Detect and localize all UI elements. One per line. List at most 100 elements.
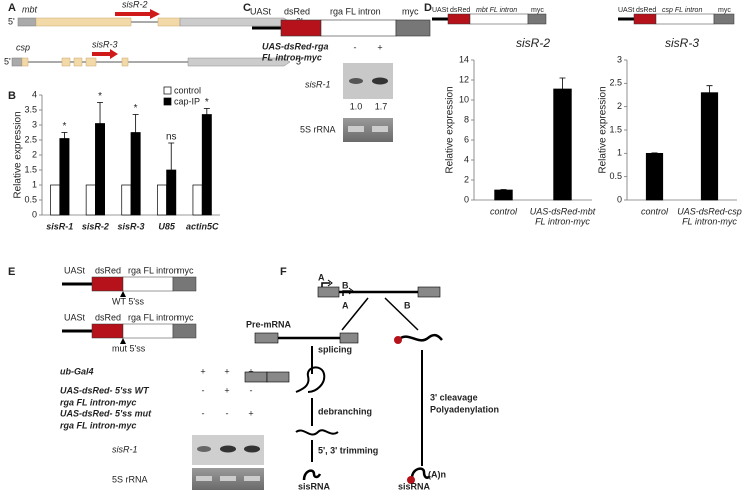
x-tick-label: U85 (158, 221, 176, 231)
annotation: * (98, 91, 102, 102)
error-bar (500, 189, 507, 191)
construct-label: UAS-dsRed-rga (262, 41, 329, 51)
bar (553, 88, 572, 201)
legend-label: control (174, 85, 201, 95)
product: sisRNA (298, 481, 331, 491)
y-axis-label: Relative expression (13, 111, 24, 198)
quantification: 1.0 (350, 101, 363, 111)
x-tick-label: UAS-dsRed-mbt (530, 206, 596, 216)
blot-label: 5S rRNA (112, 474, 148, 484)
row-mark: - (202, 385, 205, 395)
five-prime: 5' (4, 56, 11, 66)
panel-d-constructs: UASt dsRed mbt FL intron myc UASt dsRed … (432, 7, 735, 25)
construct-part: UASt (64, 265, 86, 275)
five-prime: 5' (8, 16, 15, 26)
y-tick-label: 8 (464, 114, 469, 124)
y-tick-label: 2 (32, 149, 37, 159)
x-tick-label: control (490, 206, 518, 216)
product: sisRNA (398, 481, 431, 491)
row-mark: + (248, 366, 253, 376)
three-prime: 3' (296, 56, 303, 66)
bar (156, 184, 167, 216)
polya: (A)n (428, 469, 446, 479)
legend-label: cap-IP (174, 96, 200, 106)
splice-site: WT 5'ss (112, 296, 145, 306)
bar (85, 184, 96, 216)
gene-name: csp (16, 42, 30, 52)
row-mark: - (226, 408, 229, 418)
construct-part: rga FL intron (330, 6, 381, 16)
panel-label: F (280, 266, 287, 278)
promoter-label: A (318, 272, 325, 282)
x-tick-label: sisR-1 (46, 221, 73, 231)
lane-mark: - (354, 42, 357, 52)
gene-diagrams: 5' mbt sisR-2 3' 5' csp sisR-3 3' (4, 0, 303, 66)
step-label: 5', 3' trimming (318, 445, 378, 455)
construct-label: FL intron-myc (262, 52, 322, 62)
construct-part: UASt (618, 7, 634, 14)
row-label: UAS-dsRed- 5'ss mut (60, 408, 152, 418)
y-tick-label: 4 (464, 154, 469, 164)
y-tick-label: 4 (32, 89, 37, 99)
y-tick-label: 2 (617, 101, 622, 111)
error-bar (97, 102, 104, 145)
step-label: debranching (318, 406, 372, 416)
y-tick-label: 1.5 (609, 124, 622, 134)
cap-symbol (407, 476, 415, 484)
y-tick-label: 0 (32, 209, 37, 219)
lane-mark: + (377, 42, 382, 52)
y-tick-label: 10 (459, 94, 469, 104)
branch-label: B (404, 300, 411, 310)
y-tick-label: 14 (459, 54, 469, 64)
y-tick-label: 3 (32, 119, 37, 129)
y-tick-label: 0.5 (24, 194, 37, 204)
promoter-label: B (342, 280, 349, 290)
y-tick-label: 3.5 (24, 104, 37, 114)
x-tick-label: FL intron-myc (682, 216, 737, 226)
gene-name: mbt (22, 4, 38, 14)
chart-title: sisR-3 (665, 36, 699, 50)
y-tick-label: 2.5 (609, 78, 622, 88)
sisrna-name: sisR-3 (92, 39, 118, 49)
x-tick-label: actin5C (186, 221, 219, 231)
row-label: UAS-dsRed- 5'ss WT (60, 385, 150, 395)
bar (121, 184, 132, 216)
row-mark: + (224, 366, 229, 376)
panel-label: B (8, 90, 16, 102)
blot-label: sisR-1 (112, 444, 138, 454)
annotation: ns (166, 132, 177, 143)
x-tick-label: sisR-2 (82, 221, 109, 231)
construct-part: dsRed (450, 7, 470, 14)
construct-part: rga FL intron (128, 312, 179, 322)
y-tick-label: 0 (464, 194, 469, 204)
y-tick-label: 1 (617, 148, 622, 158)
row-mark: - (202, 408, 205, 418)
sisrna-name: sisR-2 (122, 0, 148, 9)
x-tick-label: FL intron-myc (535, 216, 590, 226)
y-tick-label: 12 (459, 74, 469, 84)
construct-part: myc (718, 7, 731, 14)
error-bar (203, 108, 210, 121)
annotation: * (205, 97, 209, 108)
step-label: splicing (318, 344, 352, 354)
y-axis-label: Relative expression (445, 86, 456, 173)
y-tick-label: 2.5 (24, 134, 37, 144)
construct-part: UASt (250, 6, 272, 16)
y-tick-label: 0.5 (609, 171, 622, 181)
construct-part: UASt (432, 7, 448, 14)
step-label: Polyadenylation (430, 404, 499, 414)
blot-label: 5S rRNA (300, 124, 336, 134)
y-tick-label: 6 (464, 134, 469, 144)
panel-label: D (424, 2, 432, 14)
construct-part: dsRed (95, 265, 121, 275)
error-bar (132, 114, 139, 151)
annotation: * (62, 121, 66, 132)
annotation: * (134, 103, 138, 114)
bar (645, 152, 664, 201)
error-bar (168, 142, 175, 198)
construct-part: myc (177, 265, 194, 275)
bar (59, 138, 70, 216)
construct-part: dsRed (95, 312, 121, 322)
row-mark: + (248, 408, 253, 418)
